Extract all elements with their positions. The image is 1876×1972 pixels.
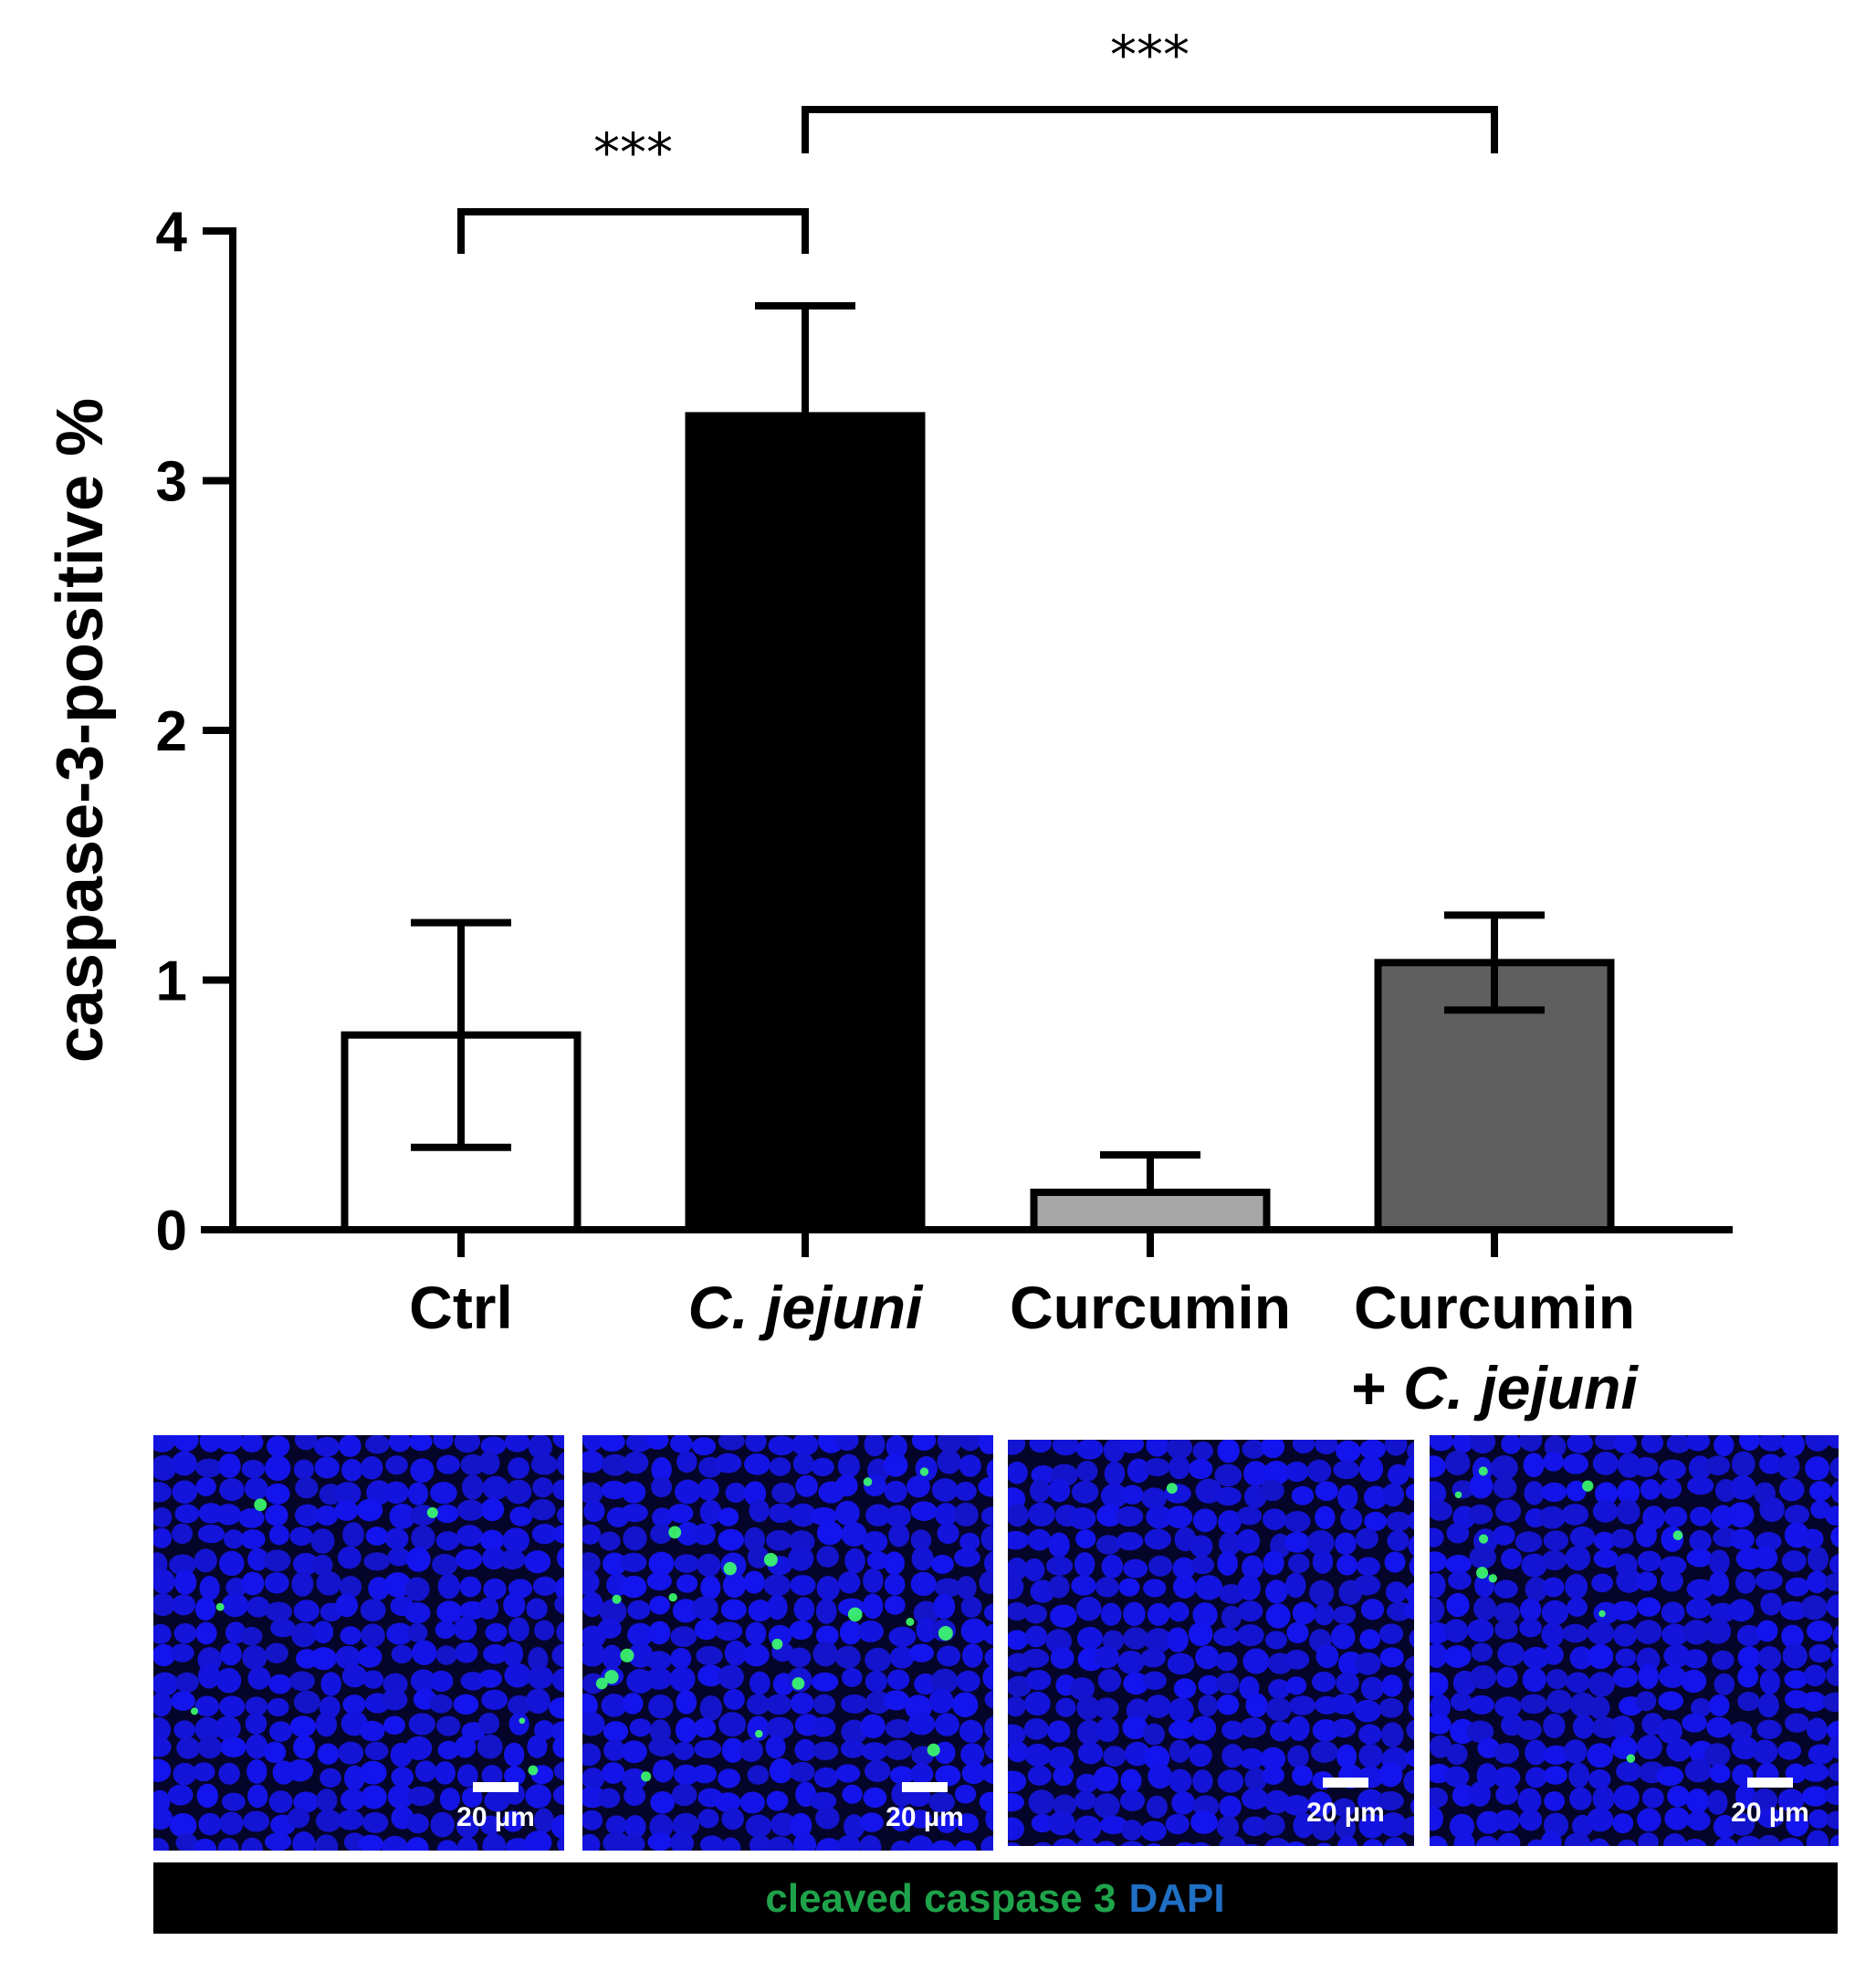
significance-bracket-0: *** (457, 121, 809, 254)
significance-label-0: *** (593, 121, 673, 184)
bar-chart: 0 1 2 3 4 Ctrl C. jejuni Curcumin Curcumin + C. j… (44, 24, 1733, 1421)
caspase-signal-dot (863, 1477, 873, 1486)
micrograph-panel-2: 20 µm (1008, 1440, 1414, 1846)
caspase-signal-dot (771, 1638, 783, 1650)
x-category-label-1: C. jejuni (688, 1274, 924, 1341)
caspase-signal-dot (668, 1593, 677, 1602)
caspase-signal-dot (620, 1648, 634, 1663)
caspase-signal-dot (1454, 1491, 1462, 1499)
caspase-signal-dot (519, 1717, 526, 1725)
bar-1 (685, 412, 926, 1233)
caspase-signal-dot (938, 1625, 953, 1641)
y-tick-label-3: 3 (156, 451, 187, 514)
bar-2 (1030, 1188, 1271, 1233)
caspase-signal-dot (847, 1607, 863, 1622)
error-bar-0 (411, 918, 511, 1151)
caspase-signal-dot (595, 1677, 608, 1690)
scale-bar-0 (473, 1782, 519, 1792)
significance-label-1: *** (1110, 24, 1190, 86)
y-tick-label-4: 4 (156, 201, 188, 264)
scale-bar-2 (1323, 1778, 1368, 1788)
caspase-signal-dot (254, 1498, 267, 1512)
caspase-signal-dot (668, 1526, 682, 1539)
x-category-label-2: Curcumin (1010, 1274, 1291, 1341)
micrograph-panel-1: 20 µm (582, 1435, 993, 1851)
caspase-signal-dot (1166, 1483, 1178, 1495)
micrograph-panel-0: 20 µm (153, 1435, 564, 1851)
x-category-label-3-line-1: + C. jejuni (1351, 1354, 1639, 1421)
scale-bar-label-0: 20 µm (456, 1802, 535, 1832)
error-bar-1 (755, 302, 855, 416)
stain-legend-text: cleaved caspase 3 DAPI (765, 1876, 1224, 1921)
caspase-signal-dot (1475, 1567, 1489, 1579)
caspase-signal-dot (1598, 1610, 1606, 1618)
caspase-signal-dot (1672, 1530, 1683, 1541)
stain-legend-background (153, 1862, 1838, 1934)
dapi-stain-label: DAPI (1128, 1876, 1224, 1921)
caspase-signal-dot (906, 1618, 915, 1626)
y-axis-label: caspase-3-positive % (44, 398, 117, 1063)
caspase-signal-dot (927, 1743, 940, 1757)
caspase-signal-dot (612, 1594, 622, 1604)
caspase-signal-dot (426, 1506, 438, 1518)
scale-bar-label-1: 20 µm (886, 1802, 964, 1832)
x-category-label-3: Curcumin (1354, 1274, 1635, 1341)
caspase-signal-dot (1478, 1534, 1489, 1544)
scale-bar-label-2: 20 µm (1306, 1798, 1385, 1828)
error-bar-2 (1100, 1150, 1200, 1192)
caspase-signal-dot (641, 1771, 652, 1782)
caspase-signal-dot (215, 1602, 225, 1611)
significance-bracket-1: *** (802, 24, 1498, 153)
caspase-signal-dot (1478, 1466, 1488, 1476)
caspase-signal-dot (755, 1729, 763, 1738)
caspase-stain-label: cleaved caspase 3 (765, 1876, 1116, 1921)
caspase-signal-dot (723, 1561, 737, 1576)
caspase-signal-dot (190, 1707, 198, 1715)
micrograph-row: 20 µm 20 µm 20 µm 20 µm (153, 1435, 1839, 1851)
scale-bar-1 (902, 1782, 948, 1792)
x-category-label-0: Ctrl (409, 1274, 513, 1341)
stain-legend-bar: cleaved caspase 3 DAPI (153, 1862, 1838, 1934)
y-tick-label-1: 1 (156, 950, 187, 1013)
caspase-signal-dot (763, 1552, 778, 1567)
caspase-signal-dot (604, 1670, 619, 1684)
caspase-signal-dot (1582, 1480, 1594, 1492)
caspase-signal-dot (791, 1677, 805, 1690)
scale-bar-label-3: 20 µm (1731, 1798, 1809, 1828)
error-bar-3 (1444, 911, 1545, 1014)
caspase-signal-dot (1488, 1574, 1497, 1583)
caspase-signal-dot (1626, 1754, 1636, 1763)
y-tick-label-2: 2 (156, 700, 187, 763)
caspase-signal-dot (528, 1765, 539, 1776)
caspase-signal-dot (919, 1467, 929, 1476)
scale-bar-3 (1747, 1778, 1793, 1788)
y-tick-label-0: 0 (156, 1200, 187, 1263)
micrograph-panel-3: 20 µm (1430, 1435, 1839, 1846)
